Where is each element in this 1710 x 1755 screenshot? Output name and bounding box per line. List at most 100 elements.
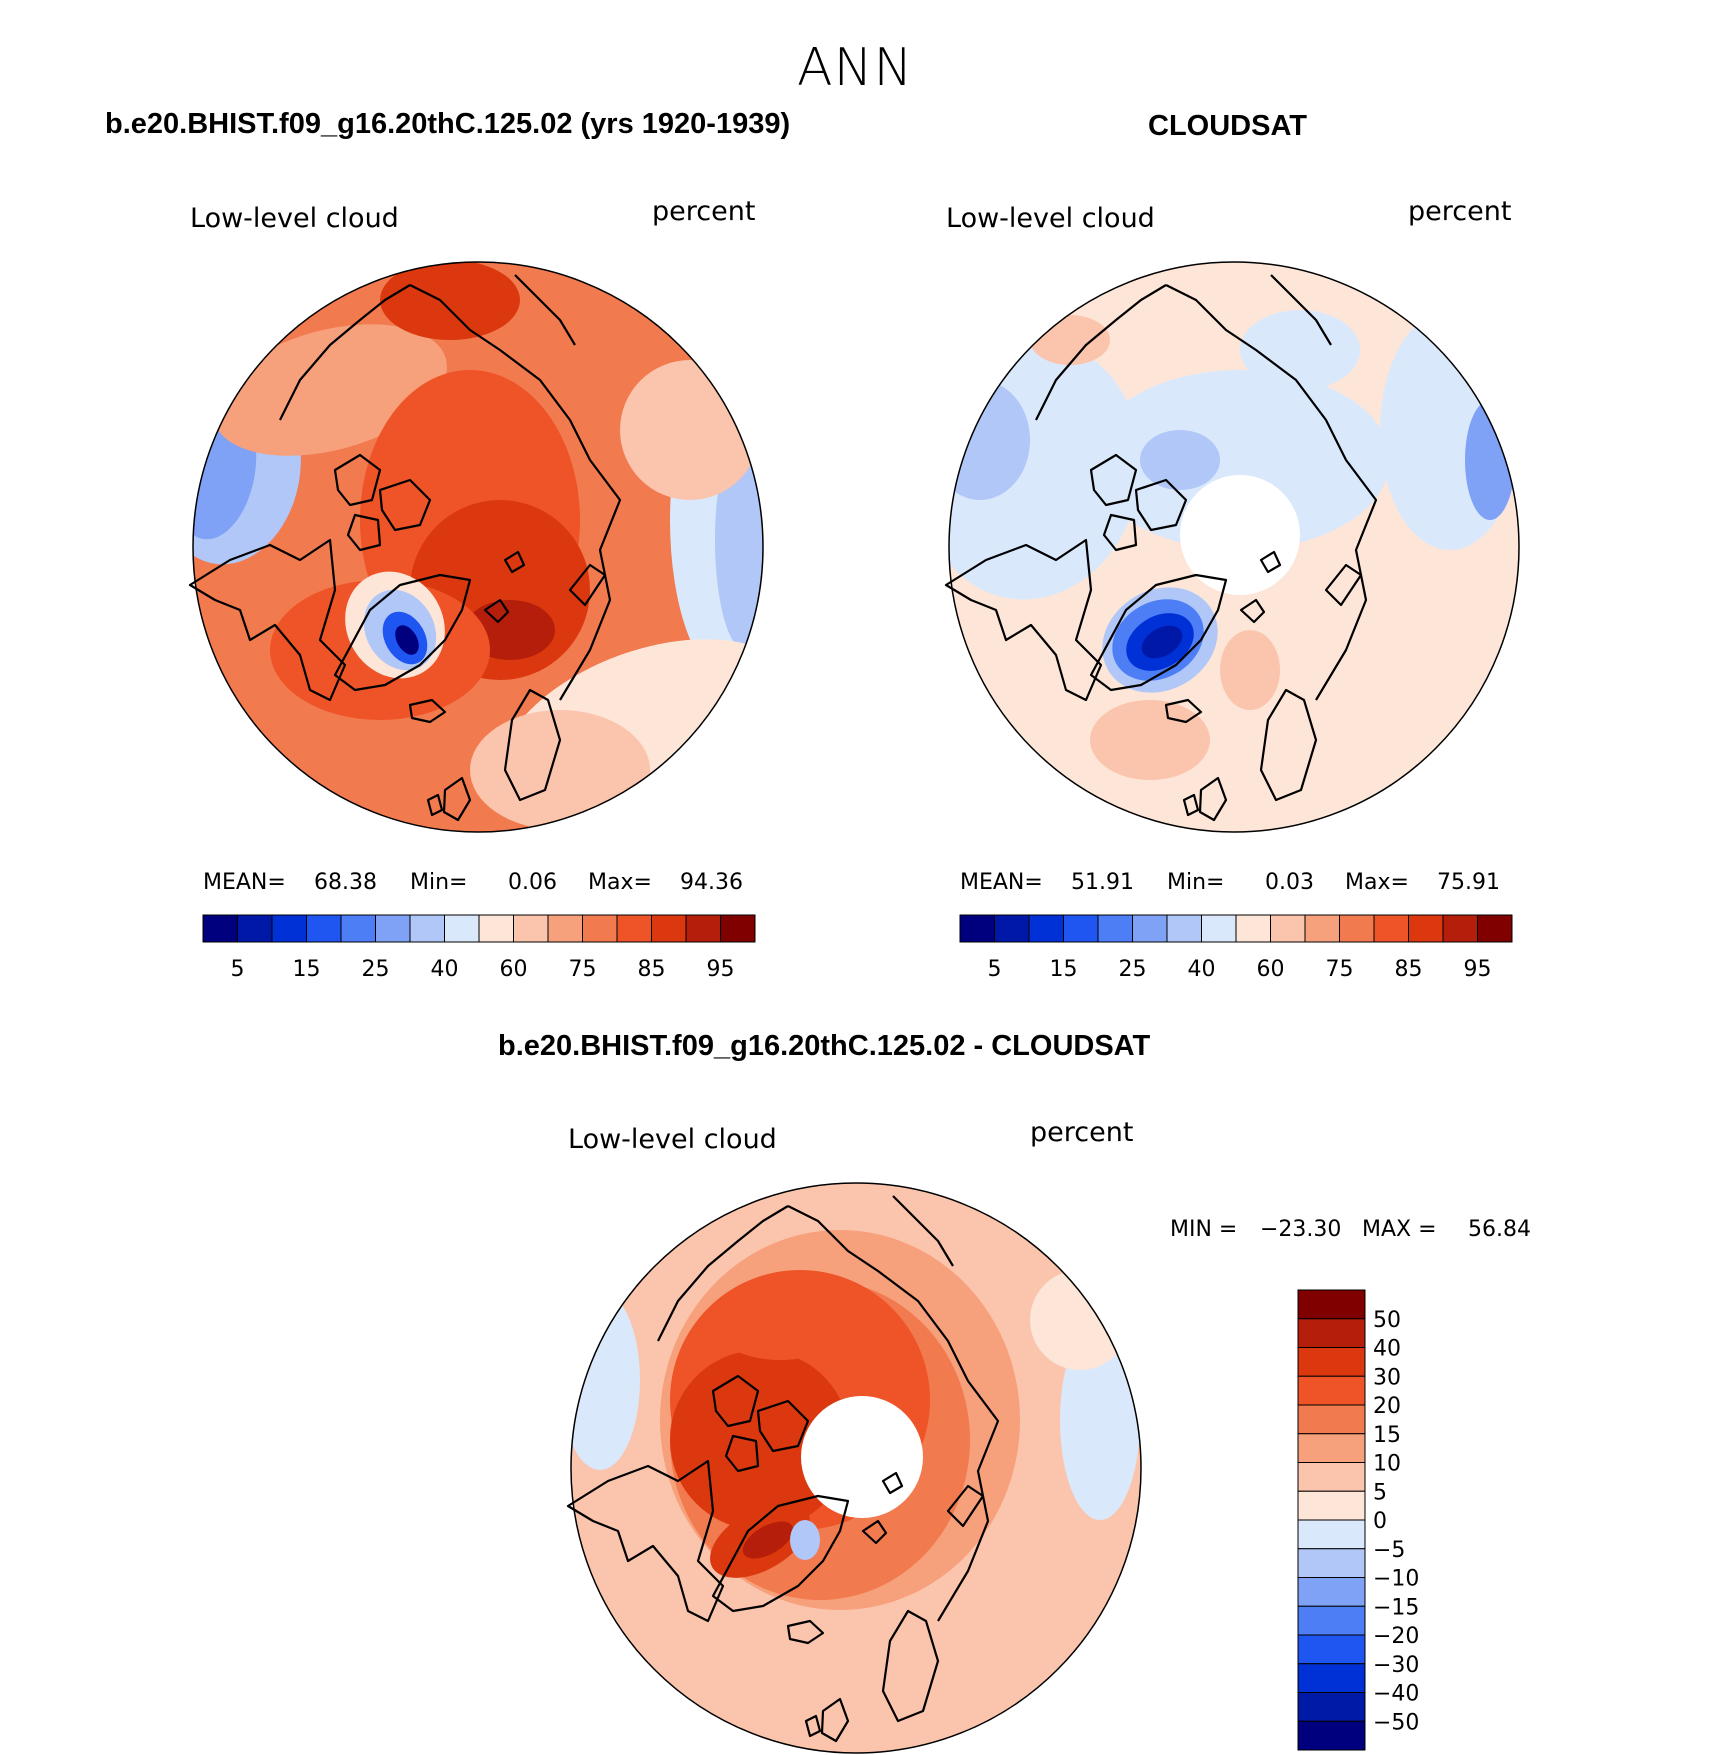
colorbar-swatch: [375, 914, 411, 943]
colorbar-tick-label: 15: [293, 957, 321, 982]
coastline: [946, 1484, 985, 1528]
colorbar-swatch: [547, 914, 583, 943]
panel-title-model: b.e20.BHIST.f09_g16.20thC.125.02 (yrs 19…: [105, 108, 791, 140]
coastline: [333, 573, 472, 692]
coastlines-obs: [944, 274, 1378, 822]
coastline: [514, 274, 576, 346]
coastline: [1134, 478, 1188, 532]
colorbar-tick-label: 30: [1373, 1365, 1401, 1390]
colorbar-swatch: [720, 914, 756, 943]
colorbar-tick-label: −20: [1373, 1624, 1419, 1649]
map-obs: [944, 261, 1520, 833]
colorbar-swatch: [651, 914, 687, 943]
missing-data-cap: [801, 1396, 923, 1518]
coastline: [804, 1714, 822, 1738]
coastline: [409, 284, 622, 701]
coastline: [408, 698, 447, 724]
mean-value-model: 68.38: [314, 870, 377, 895]
coastline: [787, 1205, 1000, 1622]
colorbar-swatch: [1297, 1289, 1366, 1320]
cloud-contour-region: [620, 360, 760, 500]
min-value-diff: −23.30: [1260, 1217, 1342, 1242]
coastline: [711, 1494, 850, 1613]
colorbar-tick-label: 40: [1373, 1337, 1401, 1362]
colorbar-tick-label: −5: [1373, 1538, 1405, 1563]
cloud-contour-region: [742, 1521, 794, 1559]
coastline: [503, 688, 562, 802]
cloud-contour-region: [470, 710, 650, 830]
panel-title-obs: CLOUDSAT: [1148, 110, 1307, 142]
colorbar-swatch: [478, 914, 514, 943]
colorbar-swatch: [1304, 914, 1340, 943]
coastline: [1102, 513, 1138, 552]
units-label-obs: percent: [1408, 196, 1512, 227]
coastline: [820, 1697, 850, 1743]
colorbar-swatch: [1297, 1663, 1366, 1693]
colorbar-swatch: [1297, 1692, 1366, 1722]
colorbar-tick-label: 50: [1373, 1308, 1401, 1333]
colorbar-swatch: [1297, 1490, 1366, 1521]
colorbar-swatch: [1297, 1634, 1366, 1665]
colorbar-swatch: [1132, 914, 1168, 943]
colorbar-swatch: [1097, 914, 1133, 943]
coastline: [1089, 453, 1138, 507]
colorbar-swatch: [616, 914, 652, 943]
cloud-contour-region: [380, 262, 520, 340]
coastline: [1089, 573, 1228, 692]
colorbar-swatch: [1339, 914, 1375, 943]
colorbar-tick-label: 95: [1464, 957, 1492, 982]
cloud-contour-region: [1090, 370, 1390, 550]
max-value-diff: 56.84: [1468, 1217, 1531, 1242]
colorbar-swatch: [1297, 1519, 1366, 1550]
colorbar-swatch: [1297, 1548, 1366, 1578]
colorbar-swatch: [237, 914, 273, 943]
colorbar-tick-label: 5: [1373, 1480, 1387, 1505]
colorbar-tick-label: 15: [1373, 1423, 1401, 1448]
max-label-diff: MAX =: [1362, 1217, 1437, 1242]
map-boundary: [570, 1182, 1142, 1754]
colorbar-tick-label: 0: [1373, 1509, 1387, 1534]
coastline: [1324, 563, 1363, 607]
min-label-model: Min=: [410, 870, 468, 895]
colorbar-tick-label: 60: [1257, 957, 1285, 982]
colorbar-tick-label: −40: [1373, 1682, 1419, 1707]
colorbar-swatch: [409, 914, 445, 943]
colorbar-swatch: [1201, 914, 1237, 943]
map-diff: [566, 1182, 1142, 1754]
colorbar-swatch: [513, 914, 549, 943]
colorbar-tick-label: 5: [988, 957, 1002, 982]
colorbar-tick-label: 75: [569, 957, 597, 982]
coastline: [279, 284, 411, 421]
colorbar-swatch: [1063, 914, 1099, 943]
max-value-obs: 75.91: [1437, 870, 1500, 895]
variable-label-diff: Low-level cloud: [568, 1124, 777, 1155]
coastline: [881, 1609, 940, 1723]
contour-field: [571, 1183, 1141, 1753]
contour-field: [949, 262, 1519, 832]
colorbar-tick-label: 75: [1326, 957, 1354, 982]
min-label-obs: Min=: [1167, 870, 1225, 895]
map-model: [188, 261, 764, 833]
colorbar-swatch: [1297, 1462, 1366, 1492]
colorbar-tick-label: 85: [1395, 957, 1423, 982]
missing-data-cap: [1180, 475, 1300, 595]
colorbar-tick-label: 40: [431, 957, 459, 982]
min-value-model: 0.06: [508, 870, 557, 895]
colorbar-swatch: [444, 914, 480, 943]
coastline: [442, 776, 472, 822]
cloud-contour-region: [1465, 400, 1515, 520]
colorbar-swatch: [1297, 1577, 1366, 1607]
colorbar-tick-label: 85: [638, 957, 666, 982]
coastline: [944, 538, 1103, 702]
cloud-contour-region: [670, 1350, 850, 1530]
colorbar-tick-label: 5: [231, 957, 245, 982]
coastline: [756, 1399, 810, 1453]
coastline: [1270, 274, 1332, 346]
colorbar-swatch: [1166, 914, 1202, 943]
colorbar-tick-label: 40: [1188, 957, 1216, 982]
coastline: [1259, 688, 1318, 802]
contour-field: [193, 262, 763, 832]
coastline: [1035, 284, 1167, 421]
